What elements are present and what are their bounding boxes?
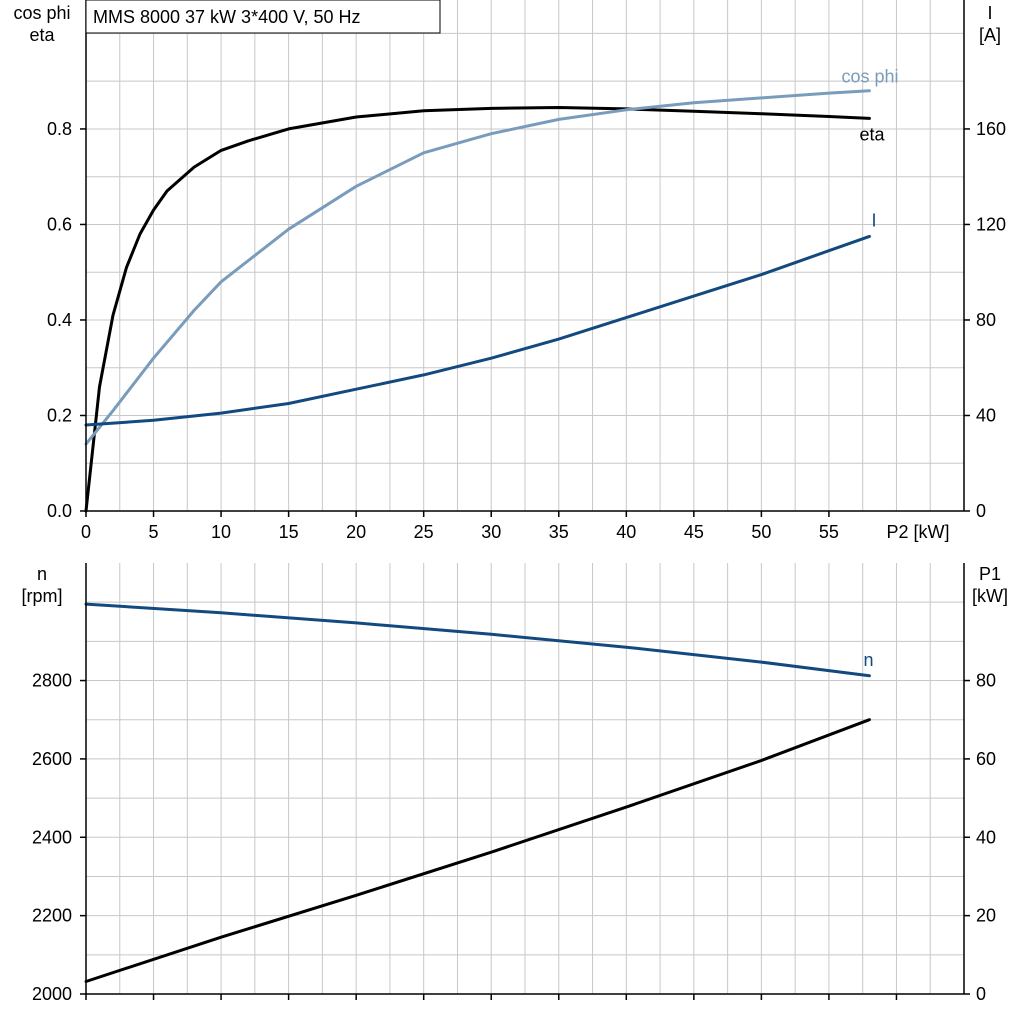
x-axis-label: P2 [kW]: [886, 522, 949, 542]
right-y-tick-label: 0: [976, 984, 986, 1004]
title-layer: MMS 8000 37 kW 3*400 V, 50 Hz: [85, 0, 441, 34]
x-tick-label: 45: [684, 522, 704, 542]
series-line-eta: [84, 106, 871, 513]
left-y-tick-label: 0.0: [47, 501, 72, 521]
right-y-tick-label: 0: [976, 501, 986, 521]
x-tick-label: 50: [751, 522, 771, 542]
right-y-tick-label: 160: [976, 119, 1006, 139]
left-y-tick-label: 0.6: [47, 214, 72, 234]
x-tick-label: 0: [81, 522, 91, 542]
chart-title: MMS 8000 37 kW 3*400 V, 50 Hz: [93, 7, 360, 27]
left-y-tick-label: 2200: [32, 906, 72, 926]
right-y-tick-label: 40: [976, 405, 996, 425]
right-y-tick-label: 40: [976, 827, 996, 847]
left-y-axis-label: cos phi: [13, 3, 70, 23]
frame-layer: [80, 0, 970, 1000]
x-tick-label: 35: [549, 522, 569, 542]
series-layer: [84, 89, 871, 983]
x-tick-label: 15: [279, 522, 299, 542]
right-y-tick-label: 60: [976, 749, 996, 769]
x-tick-label: 55: [819, 522, 839, 542]
left-y-tick-label: 2600: [32, 749, 72, 769]
left-y-tick-label: 0.4: [47, 310, 72, 330]
x-tick-label: 25: [414, 522, 434, 542]
left-y-tick-label: 2000: [32, 984, 72, 1004]
right-y-axis-label: [A]: [979, 25, 1001, 45]
x-tick-label: 5: [149, 522, 159, 542]
right-y-tick-label: 80: [976, 310, 996, 330]
series-label-n: n: [863, 650, 873, 670]
x-tick-label: 30: [481, 522, 501, 542]
left-y-axis-label: n: [37, 564, 47, 584]
x-tick-label: 10: [211, 522, 231, 542]
right-y-tick-label: 20: [976, 906, 996, 926]
right-y-tick-label: 120: [976, 214, 1006, 234]
chart-title-box: [85, 0, 441, 34]
x-tick-label: 20: [346, 522, 366, 542]
left-y-tick-label: 2800: [32, 671, 72, 691]
right-y-axis-label: P1: [979, 564, 1001, 584]
right-y-axis-label: [kW]: [972, 586, 1008, 606]
series-label-i: I: [871, 210, 876, 230]
left-y-tick-label: 2400: [32, 827, 72, 847]
series-label-cos-phi: cos phi: [841, 67, 898, 87]
left-y-tick-label: 0.8: [47, 119, 72, 139]
series-label-eta: eta: [859, 124, 885, 144]
left-y-axis-label: eta: [29, 25, 55, 45]
left-y-tick-label: 0.2: [47, 405, 72, 425]
right-y-axis-label: I: [987, 3, 992, 23]
left-y-axis-label: [rpm]: [21, 586, 62, 606]
right-y-tick-label: 80: [976, 671, 996, 691]
x-tick-label: 40: [616, 522, 636, 542]
grid-layer: [86, 0, 964, 994]
